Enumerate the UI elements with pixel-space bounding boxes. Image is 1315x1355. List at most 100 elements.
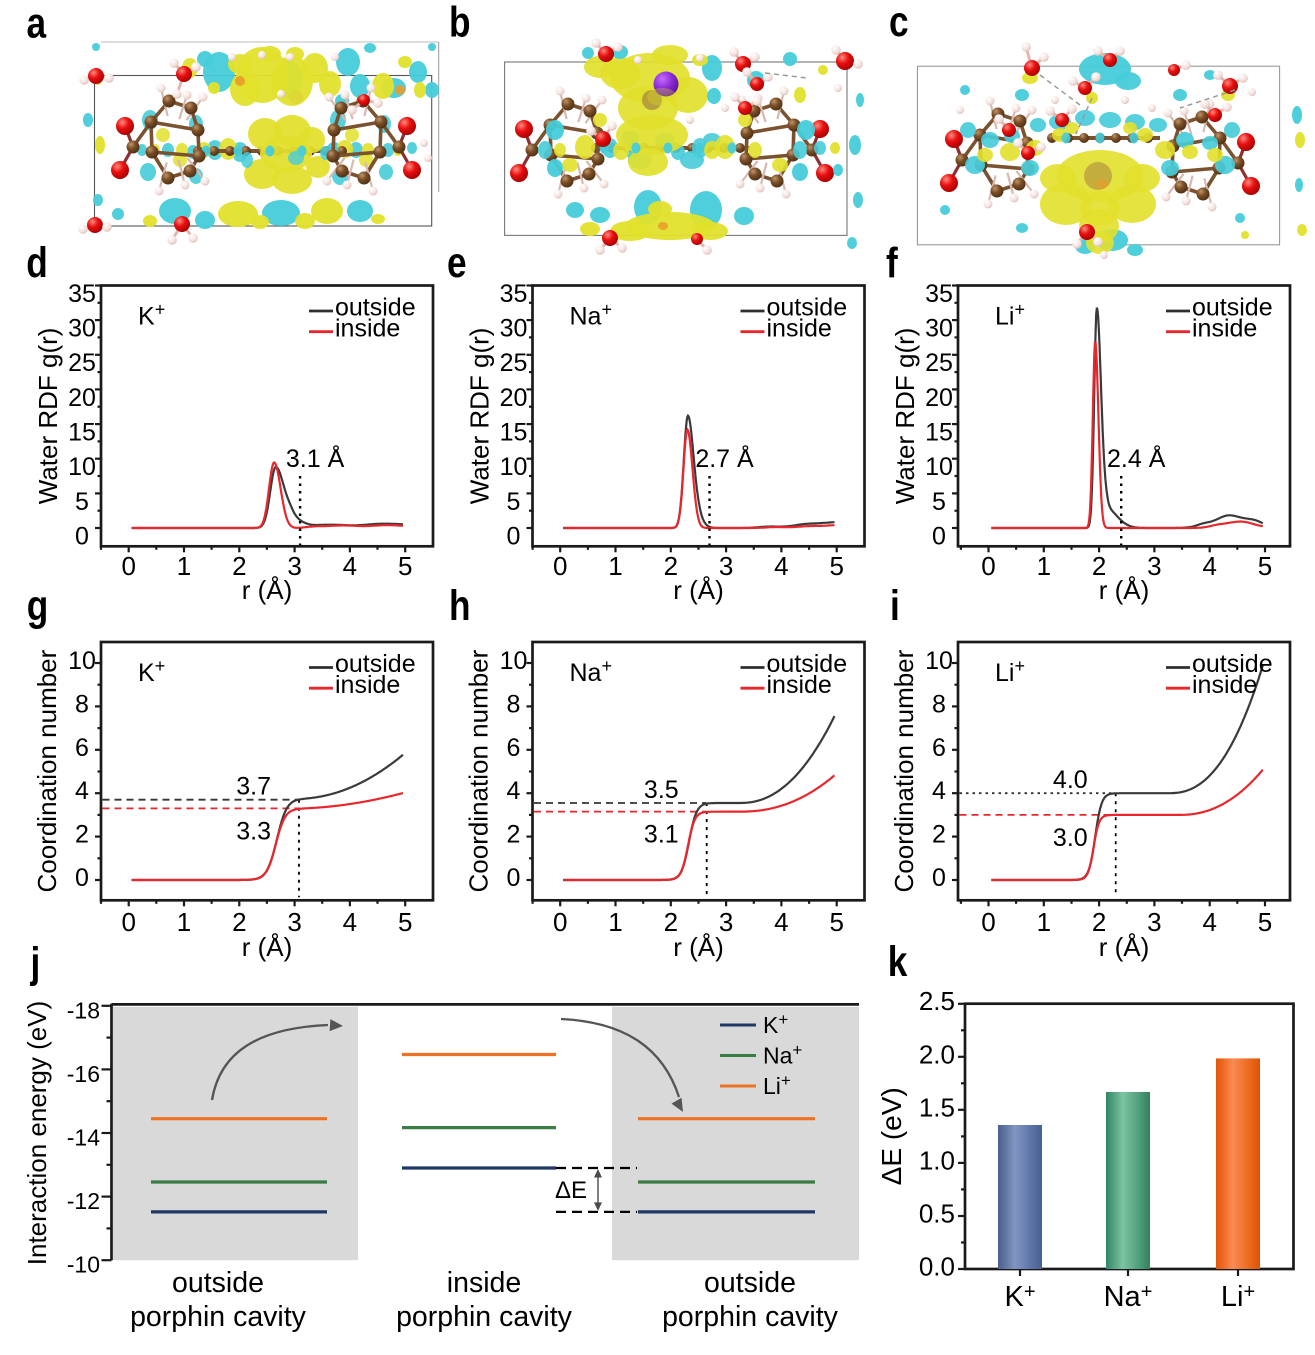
svg-text:30: 30 bbox=[68, 315, 96, 343]
svg-text:0.5: 0.5 bbox=[919, 1199, 955, 1229]
svg-text:4: 4 bbox=[507, 777, 521, 805]
svg-text:20: 20 bbox=[925, 384, 953, 412]
svg-text:10: 10 bbox=[925, 647, 953, 675]
svg-text:-10: -10 bbox=[67, 1252, 100, 1278]
svg-text:1: 1 bbox=[177, 907, 191, 937]
svg-text:3.1: 3.1 bbox=[644, 821, 679, 849]
svg-text:2: 2 bbox=[75, 821, 89, 849]
svg-text:25: 25 bbox=[925, 349, 953, 377]
svg-text:6: 6 bbox=[75, 734, 89, 762]
svg-text:outside: outside bbox=[704, 1267, 796, 1299]
svg-text:10: 10 bbox=[500, 453, 528, 481]
svg-text:outside: outside bbox=[767, 294, 848, 322]
svg-text:g: g bbox=[27, 582, 49, 630]
svg-text:-14: -14 bbox=[67, 1125, 100, 1151]
svg-text:6: 6 bbox=[932, 734, 946, 762]
svg-text:15: 15 bbox=[500, 419, 528, 447]
svg-text:1: 1 bbox=[608, 907, 622, 937]
svg-text:5: 5 bbox=[507, 488, 521, 516]
svg-text:1: 1 bbox=[177, 551, 191, 581]
svg-text:0: 0 bbox=[932, 523, 946, 551]
svg-text:2: 2 bbox=[232, 551, 246, 581]
svg-text:r (Å): r (Å) bbox=[242, 932, 293, 962]
svg-text:0: 0 bbox=[981, 551, 995, 581]
svg-text:2: 2 bbox=[1092, 551, 1106, 581]
svg-text:r (Å): r (Å) bbox=[1099, 575, 1150, 605]
svg-text:8: 8 bbox=[932, 690, 946, 718]
svg-text:-16: -16 bbox=[67, 1061, 100, 1087]
svg-text:30: 30 bbox=[925, 315, 953, 343]
svg-text:a: a bbox=[27, 0, 48, 48]
svg-text:35: 35 bbox=[68, 280, 96, 308]
svg-text:1: 1 bbox=[608, 551, 622, 581]
svg-text:5: 5 bbox=[398, 551, 412, 581]
svg-text:15: 15 bbox=[925, 419, 953, 447]
svg-text:10: 10 bbox=[925, 453, 953, 481]
svg-text:1.5: 1.5 bbox=[919, 1092, 955, 1122]
svg-text:porphin cavity: porphin cavity bbox=[396, 1301, 573, 1333]
svg-text:5: 5 bbox=[829, 551, 843, 581]
svg-text:2: 2 bbox=[664, 907, 678, 937]
svg-text:e: e bbox=[447, 239, 467, 287]
svg-text:2: 2 bbox=[232, 907, 246, 937]
svg-text:5: 5 bbox=[398, 907, 412, 937]
svg-text:r (Å): r (Å) bbox=[673, 575, 724, 605]
svg-text:ΔE: ΔE bbox=[555, 1177, 587, 1204]
svg-text:0: 0 bbox=[553, 907, 567, 937]
svg-text:Water RDF g(r): Water RDF g(r) bbox=[890, 328, 920, 505]
svg-text:k: k bbox=[888, 938, 908, 986]
svg-text:4: 4 bbox=[774, 551, 788, 581]
svg-text:2: 2 bbox=[507, 821, 521, 849]
svg-text:outside: outside bbox=[1192, 650, 1273, 678]
svg-text:i: i bbox=[890, 582, 900, 630]
svg-text:0: 0 bbox=[507, 523, 521, 551]
svg-text:Coordination number: Coordination number bbox=[464, 649, 494, 892]
svg-text:0: 0 bbox=[75, 523, 89, 551]
svg-text:1.0: 1.0 bbox=[919, 1145, 955, 1175]
svg-text:2: 2 bbox=[1092, 907, 1106, 937]
svg-text:35: 35 bbox=[925, 280, 953, 308]
svg-text:2.5: 2.5 bbox=[919, 986, 955, 1016]
svg-text:25: 25 bbox=[500, 349, 528, 377]
svg-text:4: 4 bbox=[932, 777, 946, 805]
svg-text:3: 3 bbox=[1147, 551, 1161, 581]
svg-text:3.1 Å: 3.1 Å bbox=[286, 443, 345, 473]
svg-text:35: 35 bbox=[500, 280, 528, 308]
svg-text:-12: -12 bbox=[67, 1188, 100, 1214]
svg-text:porphin cavity: porphin cavity bbox=[662, 1301, 839, 1333]
svg-text:4.0: 4.0 bbox=[1053, 766, 1088, 794]
svg-text:5: 5 bbox=[75, 488, 89, 516]
svg-text:0: 0 bbox=[121, 907, 135, 937]
svg-text:3: 3 bbox=[287, 551, 301, 581]
svg-text:inside: inside bbox=[335, 314, 400, 342]
svg-text:inside: inside bbox=[335, 671, 400, 699]
svg-text:5: 5 bbox=[1258, 551, 1272, 581]
svg-text:4: 4 bbox=[1202, 551, 1216, 581]
svg-text:ΔE (eV): ΔE (eV) bbox=[876, 1087, 907, 1185]
svg-text:inside: inside bbox=[1192, 671, 1257, 699]
svg-text:0: 0 bbox=[932, 864, 946, 892]
svg-text:outside: outside bbox=[172, 1267, 264, 1299]
svg-text:2: 2 bbox=[932, 821, 946, 849]
svg-text:Water RDF g(r): Water RDF g(r) bbox=[33, 328, 63, 505]
svg-text:1: 1 bbox=[1037, 551, 1051, 581]
svg-text:3: 3 bbox=[1147, 907, 1161, 937]
svg-text:3.3: 3.3 bbox=[236, 817, 271, 845]
svg-text:0: 0 bbox=[507, 864, 521, 892]
svg-text:Coordination number: Coordination number bbox=[889, 649, 919, 892]
svg-text:4: 4 bbox=[343, 907, 357, 937]
svg-text:Coordination number: Coordination number bbox=[32, 649, 62, 892]
svg-text:20: 20 bbox=[68, 384, 96, 412]
svg-text:inside: inside bbox=[447, 1267, 521, 1299]
svg-text:4: 4 bbox=[774, 907, 788, 937]
svg-text:2: 2 bbox=[664, 551, 678, 581]
svg-text:10: 10 bbox=[68, 647, 96, 675]
svg-text:r (Å): r (Å) bbox=[673, 932, 724, 962]
svg-text:8: 8 bbox=[507, 690, 521, 718]
svg-text:6: 6 bbox=[507, 734, 521, 762]
svg-text:f: f bbox=[886, 239, 899, 287]
svg-text:0.0: 0.0 bbox=[919, 1252, 955, 1282]
svg-text:Interaction energy (eV): Interaction energy (eV) bbox=[22, 1001, 52, 1265]
svg-text:3.5: 3.5 bbox=[644, 776, 679, 804]
svg-text:0: 0 bbox=[75, 864, 89, 892]
